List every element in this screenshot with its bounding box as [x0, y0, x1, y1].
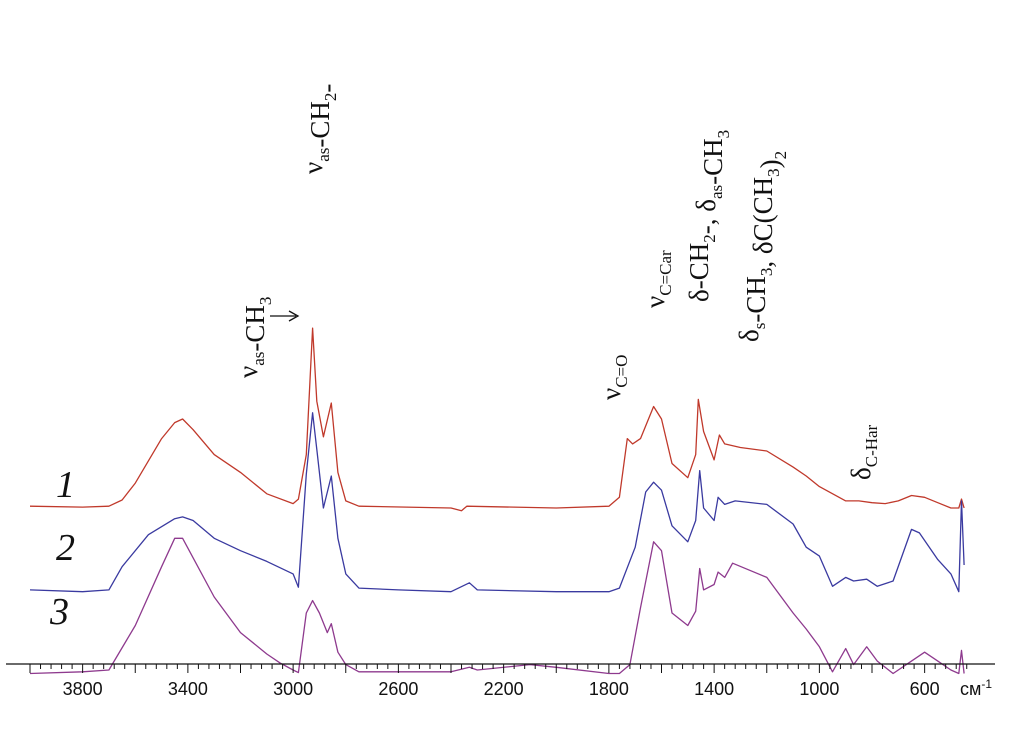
curve-labels: 1 2 3: [49, 464, 75, 633]
annotation-dchar: δC-Har: [846, 424, 881, 480]
annotation-vco: νC=O: [596, 355, 631, 400]
x-tick-label: 2600: [378, 679, 418, 699]
arrow-head: [288, 310, 300, 322]
annotation-vcc: νC=Car: [640, 250, 675, 308]
curve-label-1: 1: [56, 464, 75, 506]
spectrum-line-1: [29, 327, 965, 512]
curve-label-3: 3: [49, 591, 69, 633]
peak-annotations: νas-CH3 νas-CH2- νC=O νC=Car δ-CH2-, δas-CH3…: [233, 84, 881, 480]
spectrum-line-3: [29, 537, 965, 675]
x-tick-label: 3000: [273, 679, 313, 699]
x-tick-label: 1000: [799, 679, 839, 699]
annotation-vas-ch3: νas-CH3: [233, 297, 275, 378]
x-tick-label: 2200: [484, 679, 524, 699]
spectrum-traces: [29, 327, 965, 675]
curve-label-2: 2: [56, 527, 75, 569]
x-axis: 3800 3400 3000 2600 2200 1800 1400 1000 600 см-1: [6, 663, 995, 699]
annotation-vas-ch2: νas-CH2-: [298, 84, 342, 174]
x-tick-label: 1400: [694, 679, 734, 699]
x-tick-label: 600: [910, 679, 940, 699]
x-unit-superscript: -1: [981, 677, 992, 691]
spectrum-line-2: [29, 412, 965, 593]
x-unit-label: см-1: [960, 677, 992, 699]
annotation-dch2: δ-CH2-, δas-CH3: [684, 130, 733, 302]
x-tick-label: 3800: [63, 679, 103, 699]
x-tick-label: 3400: [168, 679, 208, 699]
annotation-dsch3: δs-CH3, δC(CH3)2: [734, 151, 790, 342]
x-tick-label: 1800: [589, 679, 629, 699]
